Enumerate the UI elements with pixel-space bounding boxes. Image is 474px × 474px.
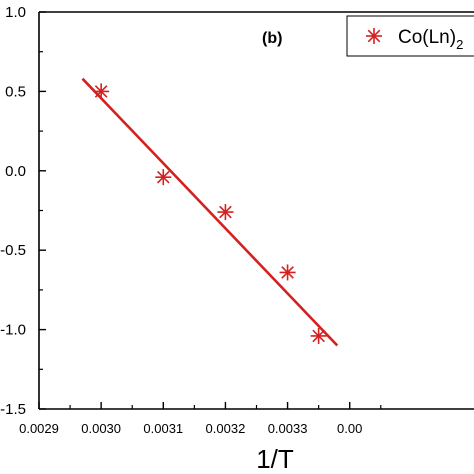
legend-marker-symbol [366, 28, 382, 44]
data-point [310, 327, 327, 344]
y-tick-label: 0.5 [5, 83, 26, 100]
x-tick-label: 0.0029 [19, 421, 59, 436]
axes [38, 11, 474, 410]
y-tick-label: 1.0 [5, 4, 26, 21]
data-point [93, 83, 110, 100]
panel-label: (b) [262, 30, 282, 47]
y-tick-label: 0.0 [5, 163, 26, 180]
legend-series-label: Co(Ln)2 [398, 27, 463, 52]
x-tick-label: 0.0031 [143, 421, 183, 436]
data-point [155, 169, 172, 186]
x-axis-label: 1/T [256, 444, 294, 474]
x-tick-label: 0.0033 [268, 421, 308, 436]
plot-area [81, 77, 339, 347]
data-point [217, 204, 234, 221]
legend-marker [366, 28, 382, 44]
x-tick-label: 0.00 [337, 421, 362, 436]
y-tick-label: -0.5 [0, 242, 26, 259]
y-tick-label: -1.0 [0, 322, 26, 339]
data-point [279, 264, 296, 281]
legend: Co(Ln)2 [346, 15, 474, 57]
y-tick-label: -1.5 [0, 401, 26, 418]
ticks: 1.0 0.5 0.0 -0.5 -1.0 -1.5 0.0029 0.0030 0.0031 0… [0, 4, 382, 436]
x-tick-label: 0.0032 [206, 421, 246, 436]
fit-line [81, 77, 339, 347]
x-tick-label: 0.0030 [81, 421, 121, 436]
